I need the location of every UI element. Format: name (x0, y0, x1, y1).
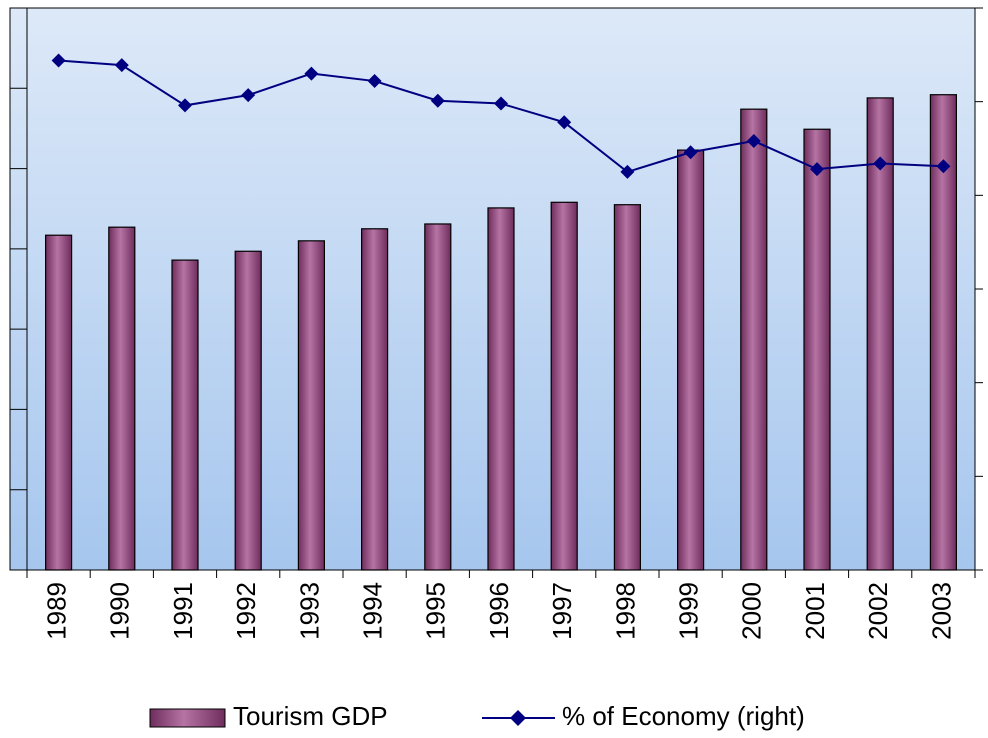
legend-swatch (149, 708, 226, 728)
line-marker (430, 93, 445, 108)
x-tick-label: 2001 (800, 582, 830, 640)
line-marker (873, 156, 888, 171)
bar (929, 94, 958, 571)
bar (803, 128, 831, 571)
legend-marker (510, 710, 526, 726)
line-marker (178, 98, 192, 113)
x-tick-label: 2003 (926, 582, 956, 640)
line-marker (241, 88, 256, 103)
legend-label: Tourism GDP (233, 701, 388, 731)
line-marker (367, 74, 382, 89)
bar (361, 228, 389, 571)
line-marker (114, 58, 129, 73)
x-tick-label: 1993 (294, 582, 324, 640)
bar (234, 250, 262, 571)
legend-label: % of Economy (right) (562, 701, 805, 731)
x-tick-label: 2002 (863, 582, 893, 640)
line-marker (683, 145, 698, 160)
bar (740, 108, 768, 571)
x-tick-label: 1989 (41, 582, 71, 640)
line-marker (810, 162, 824, 177)
x-tick-label: 2000 (737, 582, 767, 640)
bar (44, 234, 73, 571)
x-tick-label: 1998 (610, 582, 640, 640)
line-marker (304, 66, 319, 81)
x-tick-label: 1994 (357, 582, 387, 640)
bar (108, 226, 136, 571)
x-tick-label: 1996 (484, 582, 514, 640)
x-tick-label: 1999 (673, 582, 703, 640)
line-marker (494, 96, 508, 111)
line-marker (557, 115, 572, 130)
bar (613, 204, 642, 571)
line-marker (746, 134, 761, 149)
x-tick-label: 1995 (421, 582, 451, 640)
x-tick-label: 1997 (547, 582, 577, 640)
x-tick-label: 1990 (105, 582, 135, 640)
bar (171, 259, 199, 571)
bar (676, 149, 705, 571)
bar (297, 240, 325, 571)
bar (866, 97, 894, 571)
line-marker (51, 53, 66, 68)
bar (550, 201, 578, 571)
line-marker (936, 159, 951, 174)
line-marker (620, 164, 635, 179)
x-tick-label: 1992 (231, 582, 261, 640)
bar (424, 223, 452, 571)
x-tick-label: 1991 (168, 582, 198, 640)
bar (487, 207, 515, 571)
